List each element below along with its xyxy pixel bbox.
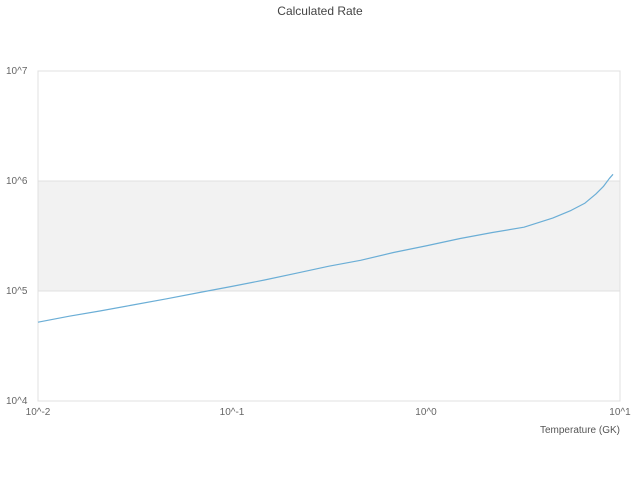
y-tick-label: 10^5 [6,286,28,297]
x-tick-label: 10^1 [609,407,631,418]
chart-title: Calculated Rate [277,4,363,18]
y-tick-label: 10^4 [6,396,28,407]
x-tick-label: 10^-2 [26,407,51,418]
x-axis-label: Temperature (GK) [539,425,620,436]
x-tick-label: 10^0 [415,407,437,418]
rate-line [37,173,614,323]
y-tick-label: 10^7 [6,66,28,77]
shaded-band [38,181,620,291]
x-tick-label: 10^-1 [220,407,245,418]
y-tick-label: 10^6 [6,176,28,187]
plot-border [37,70,621,402]
